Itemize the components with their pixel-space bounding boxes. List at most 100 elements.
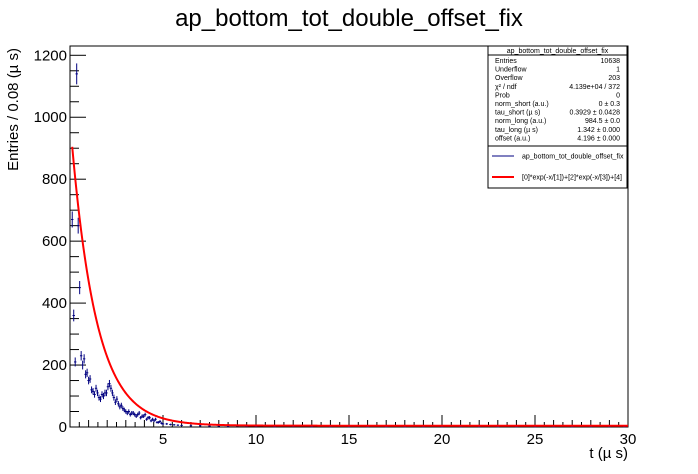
chart-title: ap_bottom_tot_double_offset_fix — [175, 5, 523, 32]
data-point — [78, 281, 81, 295]
data-point — [135, 414, 138, 418]
stats-row-value: 0 — [616, 92, 620, 99]
data-point — [123, 407, 126, 413]
data-point — [180, 424, 183, 427]
data-point — [176, 424, 180, 426]
stats-box-title: ap_bottom_tot_double_offset_fix — [507, 48, 609, 55]
data-point — [114, 399, 117, 405]
x-tick-labels: 5 10 15 20 25 30 — [159, 431, 637, 448]
data-point — [158, 420, 162, 423]
data-point — [148, 416, 151, 420]
data-point — [151, 417, 154, 421]
data-point — [93, 391, 96, 398]
data-point — [81, 360, 84, 370]
data-point — [115, 396, 119, 403]
data-point — [142, 414, 145, 418]
stats-row-value: 10638 — [601, 58, 621, 65]
data-point — [145, 417, 148, 421]
x-tick-label: 10 — [248, 431, 265, 448]
data-point — [87, 376, 90, 385]
stats-box-frame — [487, 45, 628, 147]
data-point — [126, 410, 129, 416]
data-point — [79, 351, 83, 361]
data-point — [143, 412, 147, 417]
y-axis-label: Entries / 0.08 (µ s) — [5, 48, 22, 171]
stats-row-value: 203 — [608, 75, 620, 82]
stats-box: ap_bottom_tot_double_offset_fix Entries 1… — [487, 45, 628, 147]
stats-row-value: 1 — [616, 67, 620, 74]
data-point — [199, 425, 202, 427]
y-tick-label: 1200 — [34, 47, 67, 64]
legend-label-fit: [0]*exp(-x/[1])+[2]*exp(-x/[3])+[4] — [522, 175, 622, 182]
data-point — [160, 422, 163, 425]
stats-row-label: χ² / ndf — [495, 84, 517, 91]
stats-row-value: 1.342 ± 0.000 — [577, 127, 620, 134]
data-point — [137, 410, 141, 416]
y-tick-label: 0 — [59, 419, 67, 436]
stats-row-label: Underflow — [495, 67, 527, 74]
stats-row-value: 0 ± 0.3 — [599, 101, 620, 108]
data-point — [97, 394, 101, 401]
data-point — [96, 389, 99, 397]
data-point — [71, 211, 74, 228]
x-axis-label: t (µ s) — [589, 445, 628, 462]
stats-row-label: Prob — [495, 92, 510, 99]
data-point — [72, 309, 75, 322]
data-point — [136, 412, 139, 417]
data-point — [94, 384, 98, 392]
data-point — [111, 389, 114, 397]
data-point — [132, 410, 135, 416]
data-point — [149, 419, 153, 423]
data-point — [105, 389, 108, 397]
data-point — [112, 394, 116, 401]
stats-row-label: tau_short (µ s) — [495, 110, 540, 117]
x-tick-label: 15 — [341, 431, 358, 448]
data-point — [91, 388, 95, 395]
stats-row-value: 0.3929 ± 0.0428 — [569, 110, 620, 117]
data-point — [169, 423, 172, 426]
data-point — [208, 425, 211, 427]
data-point — [121, 406, 125, 411]
axis-ticks — [69, 54, 629, 428]
data-point — [127, 409, 130, 414]
y-tick-labels: 0 200 400 600 800 1000 1200 — [34, 47, 67, 436]
data-point — [74, 357, 77, 367]
data-point — [82, 354, 86, 364]
data-point — [76, 217, 80, 234]
legend-label-data: ap_bottom_tot_double_offset_fix — [522, 154, 624, 161]
stats-row-value: 4.139e+04 / 372 — [569, 84, 620, 91]
y-tick-label: 400 — [42, 295, 67, 312]
data-point — [108, 379, 111, 388]
x-tick-label: 30 — [620, 431, 637, 448]
x-tick-label: 20 — [434, 431, 451, 448]
data-point — [90, 386, 93, 394]
y-tick-label: 1000 — [34, 109, 67, 126]
data-point — [100, 391, 104, 398]
data-point — [117, 401, 120, 407]
data-point — [154, 417, 157, 421]
data-point — [129, 412, 132, 417]
data-point — [102, 392, 105, 400]
data-point — [88, 375, 92, 383]
data-point — [84, 370, 87, 379]
data-point — [118, 404, 122, 410]
stats-row-value: 984.5 ± 0.0 — [585, 118, 620, 125]
stats-row-label: norm_long (a.u.) — [495, 118, 546, 125]
stats-row-label: Overflow — [495, 75, 524, 82]
data-point — [172, 424, 176, 426]
data-point — [157, 421, 160, 424]
data-point — [189, 425, 193, 427]
fit-curve — [71, 146, 628, 427]
data-point — [165, 422, 168, 425]
y-tick-label: 800 — [42, 171, 67, 188]
data-point — [133, 412, 136, 417]
legend: ap_bottom_tot_double_offset_fix [0]*exp(… — [487, 145, 628, 189]
data-point — [124, 409, 127, 414]
legend-frame — [487, 145, 628, 189]
x-tick-label: 5 — [159, 431, 167, 448]
data-point — [161, 422, 165, 425]
stats-row-label: tau_long (µ s) — [495, 127, 538, 134]
data-point — [120, 402, 123, 408]
stats-row-label: offset (a.u.) — [495, 135, 530, 142]
